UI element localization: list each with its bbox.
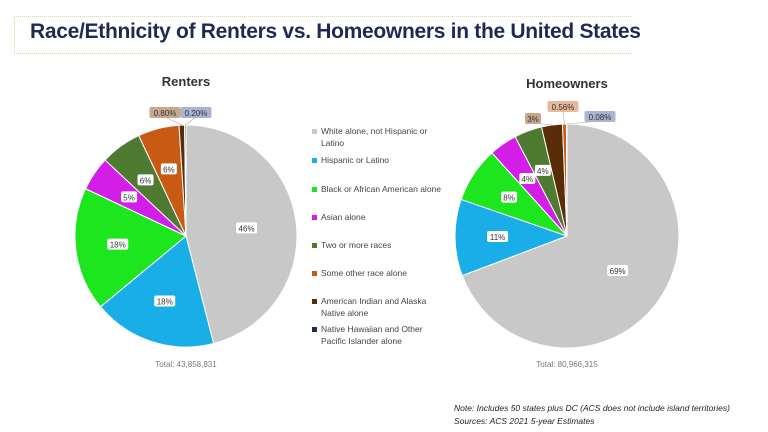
leader-line — [562, 110, 565, 125]
data-label: 0.08% — [589, 113, 612, 122]
data-label: 18% — [110, 241, 126, 250]
data-label: 0.56% — [552, 103, 575, 112]
data-label-box — [180, 107, 212, 118]
legend-item: Hispanic or Latino — [312, 154, 389, 166]
data-label-box — [154, 295, 176, 307]
legend-swatch — [312, 129, 317, 134]
legend-swatch — [312, 243, 317, 248]
legend-label: American Indian and Alaska Native alone — [321, 296, 427, 318]
data-label: 0.20% — [185, 109, 208, 118]
data-label: 6% — [140, 176, 152, 185]
data-label-box — [534, 164, 551, 176]
legend-swatch — [312, 158, 317, 163]
page-title: Race/Ethnicity of Renters vs. Homeowners… — [30, 20, 641, 43]
pie-slice — [454, 198, 569, 277]
data-label: 3% — [527, 115, 539, 124]
data-label: 0.80% — [154, 109, 177, 118]
data-label-box — [160, 163, 177, 175]
legend-label: Black or African American alone — [321, 184, 442, 194]
data-label: 69% — [610, 267, 626, 276]
legend-swatch — [312, 271, 317, 276]
data-label: 4% — [537, 167, 549, 176]
pie-slice — [185, 124, 298, 345]
data-label-box — [121, 191, 138, 203]
data-label-box — [137, 174, 154, 186]
legend-item: Native Hawaiian and Other Pacific Island… — [312, 323, 441, 347]
note-text: Note: Includes 50 states plus DC (ACS do… — [454, 403, 730, 413]
pie-slice — [99, 235, 215, 348]
legend-item: White alone, not Hispanic or Latino — [312, 125, 449, 149]
legend-item: Black or African American alone — [312, 183, 441, 195]
data-label-box — [501, 191, 518, 203]
chart-title: Renters — [162, 74, 210, 89]
pie-slice — [184, 124, 187, 237]
title-frame — [14, 16, 631, 54]
legend-label: Native Hawaiian and Other Pacific Island… — [321, 324, 423, 346]
data-label: 18% — [157, 297, 173, 306]
data-label-box — [236, 222, 258, 234]
legend-item: Some other race alone — [312, 267, 407, 279]
data-label-box — [149, 107, 181, 118]
data-label-box — [487, 231, 509, 243]
data-label-box — [525, 113, 541, 124]
sources-text: Sources: ACS 2021 5-year Estimates — [454, 416, 595, 426]
data-label: 6% — [163, 165, 175, 174]
pie-slice — [565, 123, 568, 237]
chart-total: Total: 43,858,831 — [155, 360, 217, 369]
legend-swatch — [312, 299, 317, 304]
leader-line — [185, 116, 197, 126]
legend-label: Asian alone — [321, 212, 366, 222]
pie-slice — [461, 123, 680, 349]
legend-swatch — [312, 327, 317, 332]
legend-label: Hispanic or Latino — [321, 155, 390, 165]
data-label: 46% — [239, 224, 255, 233]
data-label-box — [547, 101, 579, 112]
legend-item: Asian alone — [312, 211, 365, 223]
legend-label: Two or more races — [321, 240, 392, 250]
leader-line — [164, 116, 182, 126]
data-label: 4% — [522, 175, 534, 184]
legend-item: American Indian and Alaska Native alone — [312, 295, 441, 319]
pie-slice — [74, 188, 187, 308]
data-label-box — [607, 265, 629, 277]
data-label-box — [584, 111, 616, 122]
data-label: 11% — [490, 233, 505, 242]
data-label: 5% — [123, 193, 135, 202]
footnote: Note: Includes 50 states plus DC (ACS do… — [454, 402, 730, 428]
data-label-box — [519, 172, 536, 184]
data-label-box — [107, 238, 129, 250]
chart-total: Total: 80,966,315 — [536, 360, 598, 369]
chart-title: Homeowners — [526, 76, 608, 91]
legend-label: Some other race alone — [321, 268, 407, 278]
legend-item: Two or more races — [312, 239, 391, 251]
legend-swatch — [312, 187, 317, 192]
data-label: 8% — [503, 194, 515, 203]
legend-label: White alone, not Hispanic or Latino — [321, 126, 428, 148]
legend-swatch — [312, 215, 317, 220]
